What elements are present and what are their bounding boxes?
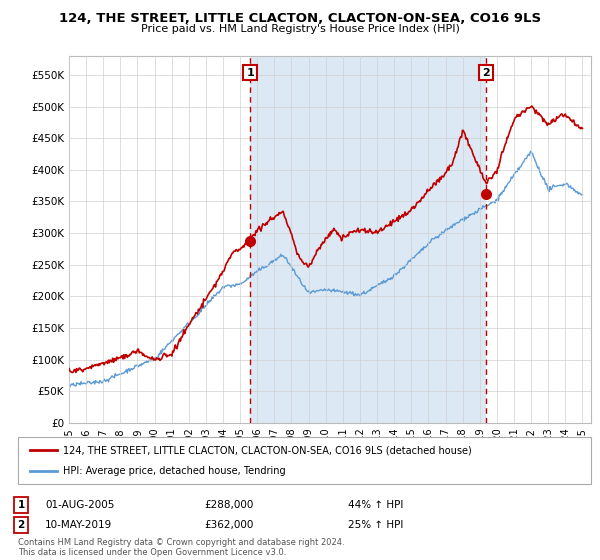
Text: £288,000: £288,000 <box>204 500 253 510</box>
Text: 01-AUG-2005: 01-AUG-2005 <box>45 500 115 510</box>
Text: Price paid vs. HM Land Registry's House Price Index (HPI): Price paid vs. HM Land Registry's House … <box>140 24 460 34</box>
Text: 124, THE STREET, LITTLE CLACTON, CLACTON-ON-SEA, CO16 9LS (detached house): 124, THE STREET, LITTLE CLACTON, CLACTON… <box>63 445 472 455</box>
Text: 44% ↑ HPI: 44% ↑ HPI <box>348 500 403 510</box>
Text: £362,000: £362,000 <box>204 520 253 530</box>
Text: HPI: Average price, detached house, Tendring: HPI: Average price, detached house, Tend… <box>63 466 286 476</box>
Text: 2: 2 <box>17 520 25 530</box>
Text: 1: 1 <box>17 500 25 510</box>
Text: 25% ↑ HPI: 25% ↑ HPI <box>348 520 403 530</box>
Text: 124, THE STREET, LITTLE CLACTON, CLACTON-ON-SEA, CO16 9LS: 124, THE STREET, LITTLE CLACTON, CLACTON… <box>59 12 541 25</box>
Text: 1: 1 <box>246 68 254 77</box>
Bar <box>250 56 486 423</box>
Text: Contains HM Land Registry data © Crown copyright and database right 2024.
This d: Contains HM Land Registry data © Crown c… <box>18 538 344 557</box>
Text: 2: 2 <box>482 68 490 77</box>
Text: 10-MAY-2019: 10-MAY-2019 <box>45 520 112 530</box>
